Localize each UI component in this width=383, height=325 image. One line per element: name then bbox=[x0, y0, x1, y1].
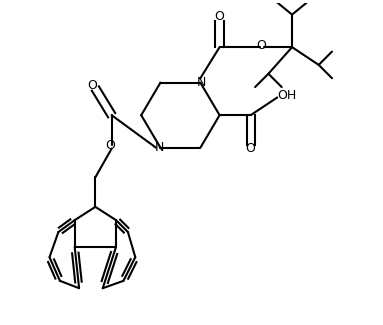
Text: O: O bbox=[105, 139, 115, 152]
Text: O: O bbox=[214, 10, 224, 23]
Text: N: N bbox=[197, 76, 206, 89]
Text: OH: OH bbox=[277, 89, 296, 102]
Text: N: N bbox=[154, 141, 164, 154]
Text: O: O bbox=[87, 79, 97, 92]
Text: O: O bbox=[256, 39, 266, 52]
Text: O: O bbox=[246, 142, 255, 155]
